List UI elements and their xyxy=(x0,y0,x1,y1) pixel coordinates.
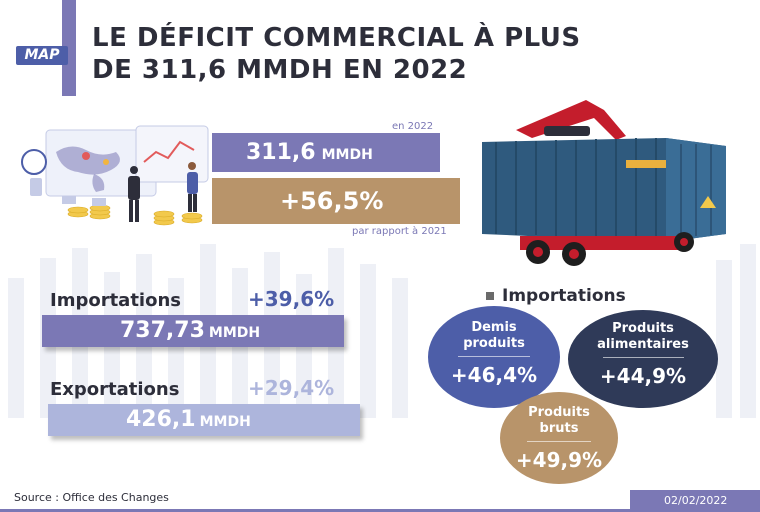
bubble-label-line1: Produits xyxy=(612,321,674,336)
importations-unit: MMDH xyxy=(208,325,261,341)
bubble-pct: +46,4% xyxy=(450,363,538,387)
page-title: LE DÉFICIT COMMERCIAL À PLUS DE 311,6 MM… xyxy=(92,22,712,86)
importations-value: 737,73 xyxy=(120,318,205,343)
bubble-divider xyxy=(458,356,530,357)
title-line-2: DE 311,6 MMDH EN 2022 xyxy=(92,55,468,85)
deficit-value: 311,6 xyxy=(246,140,316,165)
bubble-label-line2: bruts xyxy=(539,421,579,436)
bubble-produits-bruts: Produits bruts +49,9% xyxy=(500,392,618,484)
bubble-label-line1: Produits xyxy=(528,405,590,420)
world-map-illustration xyxy=(21,125,209,226)
bubble-pct: +44,9% xyxy=(599,364,687,388)
source-label: Source : Office des Changes xyxy=(14,491,169,504)
importations-value-bar: 737,73 MMDH xyxy=(42,315,344,347)
bubble-divider xyxy=(602,357,684,358)
header-accent-bar xyxy=(62,0,76,96)
exportations-label: Exportations xyxy=(50,379,180,400)
imports-breakdown-heading: Importations xyxy=(486,286,626,306)
footer-line xyxy=(0,509,760,512)
exportations-value: 426,1 xyxy=(126,407,196,432)
importations-pct: +39,6% xyxy=(248,287,335,311)
bubble-pct: +49,9% xyxy=(515,448,603,472)
comparison-label: par rapport à 2021 xyxy=(352,226,447,237)
deficit-change: +56,5% xyxy=(280,187,384,215)
year-label: en 2022 xyxy=(392,121,434,132)
deficit-change-box: +56,5% xyxy=(212,178,460,224)
exportations-unit: MMDH xyxy=(199,414,251,430)
exportations-value-bar: 426,1 MMDH xyxy=(48,404,360,436)
bubble-label-line2: produits xyxy=(463,336,525,351)
deficit-value-box: 311,6 MMDH xyxy=(212,133,440,172)
importations-label: Importations xyxy=(50,290,182,311)
shipping-container-image xyxy=(482,100,726,266)
bubble-label-line2: alimentaires xyxy=(597,337,689,352)
bubble-label-line1: Demis xyxy=(471,320,517,335)
date-badge: 02/02/2022 xyxy=(630,490,760,512)
title-line-1: LE DÉFICIT COMMERCIAL À PLUS xyxy=(92,23,581,53)
background-bars-decoration xyxy=(8,244,756,418)
deficit-unit: MMDH xyxy=(321,147,373,163)
bubble-divider xyxy=(527,441,591,442)
exportations-pct: +29,4% xyxy=(248,376,335,400)
map-logo: MAP xyxy=(16,46,68,65)
bubble-produits-alimentaires: Produits alimentaires +44,9% xyxy=(568,310,718,408)
bullet-square-icon xyxy=(486,292,494,300)
bubble-demis-produits: Demis produits +46,4% xyxy=(428,306,560,408)
